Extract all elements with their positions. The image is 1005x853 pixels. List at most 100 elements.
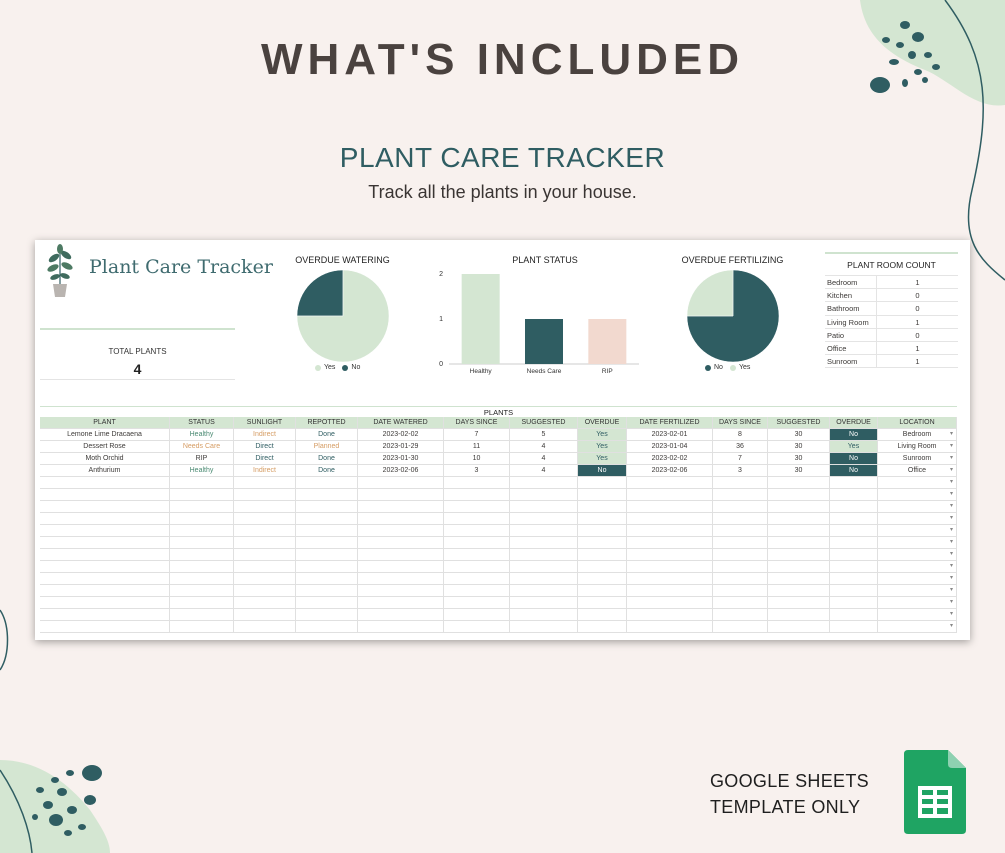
table-cell bbox=[768, 537, 830, 548]
dropdown-caret-icon[interactable]: ▾ bbox=[949, 527, 953, 533]
product-title: PLANT CARE TRACKER bbox=[339, 142, 666, 173]
total-plants-label: TOTAL PLANTS bbox=[108, 347, 167, 356]
dropdown-caret-icon[interactable]: ▾ bbox=[949, 623, 953, 629]
table-cell bbox=[768, 525, 830, 536]
table-cell bbox=[830, 561, 878, 572]
table-cell[interactable]: ▾ bbox=[878, 525, 957, 536]
table-cell bbox=[444, 513, 510, 524]
table-cell[interactable]: ▾ bbox=[878, 489, 957, 500]
table-cell[interactable]: ▾ bbox=[878, 477, 957, 488]
dropdown-caret-icon[interactable]: ▾ bbox=[949, 515, 953, 521]
table-cell bbox=[830, 513, 878, 524]
column-header: DATE WATERED bbox=[358, 417, 444, 428]
table-cell[interactable]: ▾ bbox=[878, 585, 957, 596]
dropdown-caret-icon[interactable]: ▾ bbox=[949, 443, 953, 449]
room-count: 0 bbox=[915, 291, 920, 301]
table-cell[interactable]: Office ▾ bbox=[878, 465, 957, 476]
dropdown-caret-icon[interactable]: ▾ bbox=[949, 611, 953, 617]
table-cell: 7 bbox=[444, 429, 510, 440]
table-cell bbox=[578, 621, 627, 632]
table-cell[interactable]: ▾ bbox=[878, 621, 957, 632]
room-count: 1 bbox=[915, 278, 920, 287]
table-cell bbox=[830, 537, 878, 548]
table-cell bbox=[358, 549, 444, 560]
dropdown-caret-icon[interactable]: ▾ bbox=[949, 467, 953, 473]
table-cell bbox=[358, 585, 444, 596]
table-cell bbox=[627, 513, 713, 524]
table-cell bbox=[358, 597, 444, 608]
dropdown-caret-icon[interactable]: ▾ bbox=[949, 587, 953, 593]
table-cell bbox=[296, 609, 358, 620]
table-row: ▾ bbox=[40, 573, 957, 585]
table-cell: 4 bbox=[510, 465, 578, 476]
table-cell bbox=[713, 561, 768, 572]
room-count-row: Office 1 bbox=[825, 341, 958, 356]
table-row: Dessert Rose Needs Care Direct Planned 2023-… bbox=[40, 441, 957, 453]
table-cell[interactable]: ▾ bbox=[878, 549, 957, 560]
table-cell bbox=[40, 621, 170, 632]
table-cell bbox=[830, 585, 878, 596]
table-cell: 2023-02-01 bbox=[627, 429, 713, 440]
dropdown-caret-icon[interactable]: ▾ bbox=[949, 503, 953, 509]
dropdown-caret-icon[interactable]: ▾ bbox=[949, 575, 953, 581]
dropdown-caret-icon[interactable]: ▾ bbox=[949, 491, 953, 497]
table-cell[interactable]: ▾ bbox=[878, 573, 957, 584]
table-cell: 4 bbox=[510, 441, 578, 452]
dropdown-caret-icon[interactable]: ▾ bbox=[949, 455, 953, 461]
table-cell bbox=[578, 597, 627, 608]
room-count: 1 bbox=[915, 343, 920, 353]
column-header: REPOTTED bbox=[296, 417, 358, 428]
table-cell bbox=[768, 561, 830, 572]
bar-needs-care bbox=[525, 319, 563, 364]
dropdown-caret-icon[interactable]: ▾ bbox=[949, 479, 953, 485]
table-cell bbox=[296, 489, 358, 500]
plant-status-title: PLANT STATUS bbox=[512, 255, 578, 265]
table-cell bbox=[358, 537, 444, 548]
table-cell[interactable]: ▾ bbox=[878, 609, 957, 620]
table-cell: Moth Orchid bbox=[40, 453, 170, 464]
dropdown-caret-icon[interactable]: ▾ bbox=[949, 599, 953, 605]
pie-slice-yes bbox=[296, 269, 390, 363]
table-row: ▾ bbox=[40, 609, 957, 621]
table-cell[interactable]: ▾ bbox=[878, 561, 957, 572]
table-cell[interactable]: ▾ bbox=[878, 501, 957, 512]
table-cell: 11 bbox=[444, 441, 510, 452]
table-cell bbox=[170, 525, 234, 536]
table-cell[interactable]: ▾ bbox=[878, 597, 957, 608]
table-cell bbox=[40, 525, 170, 536]
column-header: OVERDUE bbox=[830, 417, 878, 428]
table-cell bbox=[234, 573, 296, 584]
table-cell bbox=[358, 501, 444, 512]
table-cell[interactable]: Sunroom ▾ bbox=[878, 453, 957, 464]
table-cell bbox=[40, 501, 170, 512]
overdue-watering-pie bbox=[296, 269, 390, 363]
table-cell bbox=[234, 525, 296, 536]
table-cell[interactable]: Living Room ▾ bbox=[878, 441, 957, 452]
table-cell bbox=[768, 549, 830, 560]
table-cell bbox=[296, 585, 358, 596]
room-count-row: Patio 0 bbox=[825, 328, 958, 342]
room-count: 0 bbox=[915, 330, 920, 340]
legend-label: No bbox=[714, 364, 723, 371]
table-cell bbox=[768, 597, 830, 608]
table-cell[interactable]: ▾ bbox=[878, 537, 957, 548]
table-cell bbox=[713, 549, 768, 560]
column-header: SUGGESTED bbox=[768, 417, 830, 428]
dropdown-caret-icon[interactable]: ▾ bbox=[949, 539, 953, 545]
table-cell bbox=[358, 513, 444, 524]
table-cell[interactable]: ▾ bbox=[878, 513, 957, 524]
table-cell bbox=[234, 537, 296, 548]
legend-label: Yes bbox=[738, 364, 751, 371]
table-cell bbox=[713, 537, 768, 548]
table-cell bbox=[234, 501, 296, 512]
table-cell bbox=[444, 585, 510, 596]
room-name: Bedroom bbox=[825, 276, 877, 289]
table-cell[interactable]: Bedroom ▾ bbox=[878, 429, 957, 440]
table-cell: Done bbox=[296, 429, 358, 440]
table-cell: No bbox=[830, 465, 878, 476]
overdue-watering-title: OVERDUE WATERING bbox=[295, 255, 390, 265]
table-cell bbox=[627, 621, 713, 632]
dropdown-caret-icon[interactable]: ▾ bbox=[949, 431, 953, 437]
dropdown-caret-icon[interactable]: ▾ bbox=[949, 551, 953, 557]
dropdown-caret-icon[interactable]: ▾ bbox=[949, 563, 953, 569]
